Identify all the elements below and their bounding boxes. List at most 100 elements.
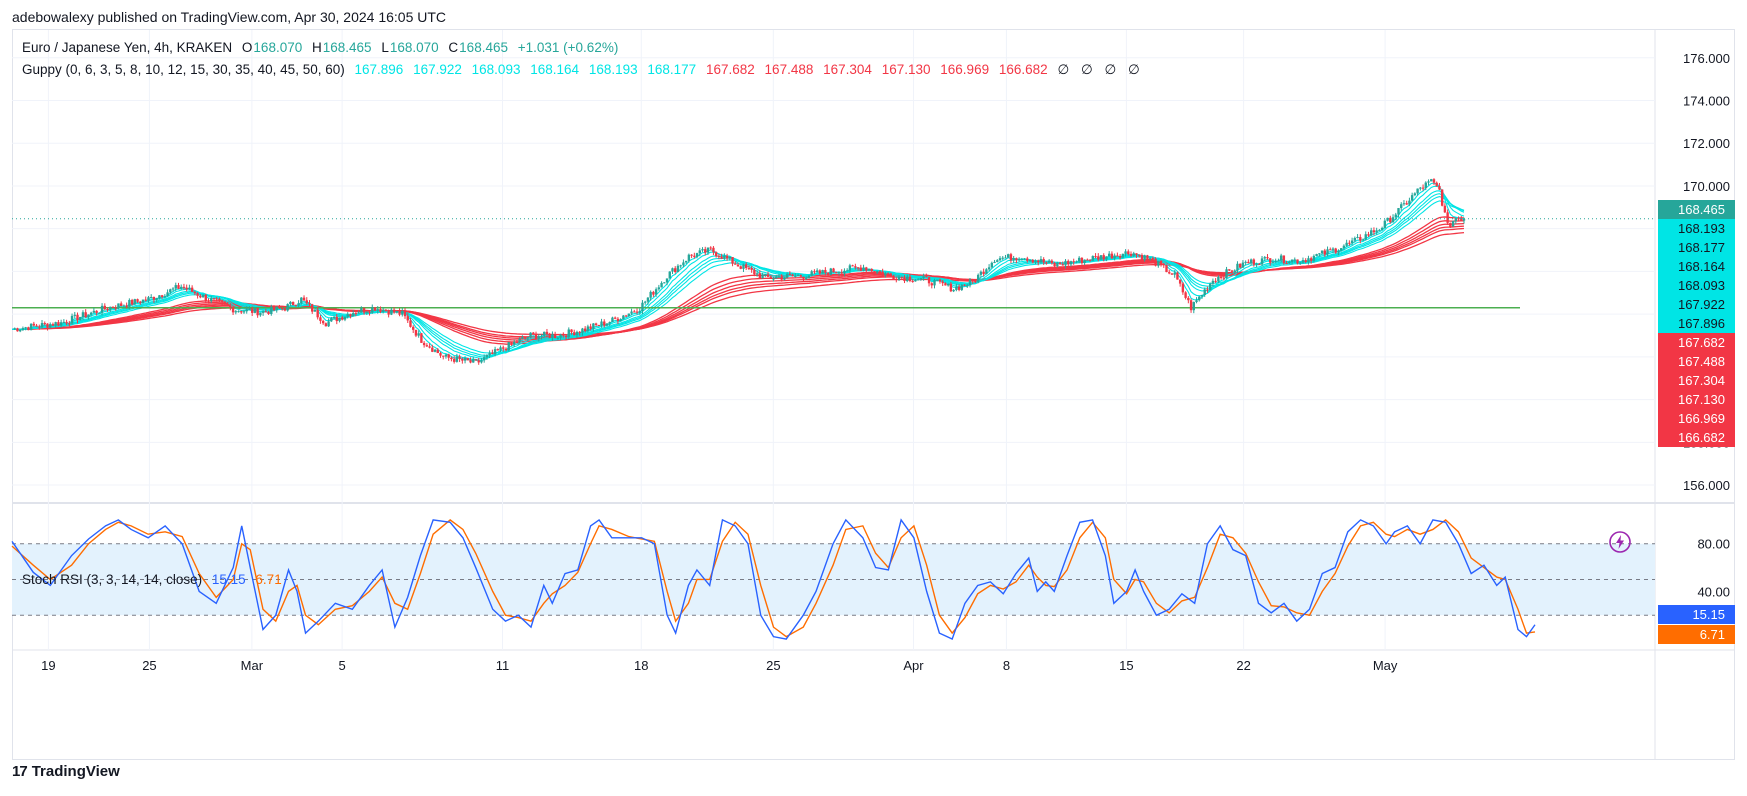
candle-body xyxy=(1263,257,1266,259)
x-tick-label: 25 xyxy=(142,658,156,673)
candle-body xyxy=(927,277,931,284)
candle-body xyxy=(1432,179,1436,183)
candle-body xyxy=(409,320,412,327)
candle-body xyxy=(1091,256,1095,261)
candle-body xyxy=(1440,189,1444,206)
stoch-title[interactable]: Stoch RSI (3, 3, 14, 14, close) xyxy=(22,572,203,587)
tradingview-brand[interactable]: 17 TradingView xyxy=(12,763,120,780)
candle-body xyxy=(188,287,191,290)
candle-body xyxy=(433,349,437,352)
candle-body xyxy=(518,338,521,343)
candle-body xyxy=(706,247,710,253)
candle-body xyxy=(1252,259,1256,265)
candle-body xyxy=(1083,259,1086,264)
candle-body xyxy=(29,323,33,331)
candle-body xyxy=(117,303,120,309)
candle-body xyxy=(1449,222,1452,227)
candle-body xyxy=(278,306,281,309)
guppy-title[interactable]: Guppy (0, 6, 3, 5, 8, 10, 12, 15, 30, 35… xyxy=(22,62,345,77)
candle-body xyxy=(13,328,16,330)
candle-body xyxy=(324,323,328,327)
candle-body xyxy=(474,359,478,361)
candle-body xyxy=(412,326,415,330)
candle-body xyxy=(548,334,551,339)
candle-body xyxy=(1127,251,1130,254)
lightning-icon[interactable] xyxy=(1608,530,1632,554)
candle-body xyxy=(695,253,699,257)
candle-body xyxy=(941,281,944,284)
price-axis-label: 168.164 xyxy=(1678,259,1725,274)
y-tick-label: 172.000 xyxy=(1683,136,1730,151)
candle-body xyxy=(111,306,115,308)
candle-body xyxy=(911,280,914,282)
candle-body xyxy=(744,264,748,268)
candle-body xyxy=(755,273,759,275)
candle-body xyxy=(1296,259,1299,264)
candle-body xyxy=(769,276,772,279)
candle-body xyxy=(267,311,270,315)
candle-body xyxy=(870,268,873,272)
candle-body xyxy=(463,358,467,361)
symbol-title[interactable]: Euro / Japanese Yen, 4h, KRAKEN xyxy=(22,40,233,55)
candle-body xyxy=(1173,272,1176,275)
candle-body xyxy=(895,279,898,281)
candle-body xyxy=(512,342,516,345)
price-axis-label-box xyxy=(1658,390,1735,409)
candle-body xyxy=(930,283,933,286)
candle-body xyxy=(1307,258,1310,263)
candle-body xyxy=(1113,255,1116,259)
candle-body xyxy=(619,319,622,322)
guppy-slow-line xyxy=(11,220,1465,343)
candle-body xyxy=(564,335,568,338)
candle-body xyxy=(592,323,595,329)
candle-body xyxy=(18,329,22,332)
candle-body xyxy=(1157,260,1160,266)
candle-body xyxy=(1064,260,1067,266)
candle-body xyxy=(807,275,811,278)
candle-body xyxy=(534,333,538,339)
candle-body xyxy=(226,303,229,306)
candle-body xyxy=(387,310,390,315)
guppy-fast-value: 168.177 xyxy=(647,62,697,77)
candle-body xyxy=(736,264,740,267)
candle-body xyxy=(1146,255,1149,260)
candle-body xyxy=(1345,242,1348,246)
candle-body xyxy=(897,276,901,281)
candle-body xyxy=(1443,205,1447,213)
candle-body xyxy=(122,305,126,307)
candle-body xyxy=(480,360,483,363)
candle-body xyxy=(622,315,625,320)
candle-body xyxy=(109,306,112,310)
candle-body xyxy=(218,298,221,301)
candle-body xyxy=(92,310,96,313)
candle-body xyxy=(1247,261,1250,264)
candle-body xyxy=(1372,230,1376,233)
candle-body xyxy=(190,287,194,292)
candle-body xyxy=(1451,221,1455,227)
candle-body xyxy=(1326,249,1329,255)
candle-body xyxy=(886,273,890,275)
candle-body xyxy=(1361,239,1365,241)
candle-body xyxy=(351,313,355,317)
candle-body xyxy=(526,337,530,339)
x-tick-label: 19 xyxy=(41,658,55,673)
candle-body xyxy=(1080,257,1084,264)
close-value: 168.465 xyxy=(459,40,508,55)
candle-body xyxy=(43,323,46,325)
candle-body xyxy=(884,273,887,276)
candle-body xyxy=(477,360,480,363)
candle-body xyxy=(543,331,546,336)
candle-body xyxy=(608,322,611,324)
candle-body xyxy=(466,358,469,361)
candle-body xyxy=(300,297,303,304)
candle-body xyxy=(854,266,857,268)
candle-body xyxy=(1323,250,1327,255)
candle-body xyxy=(1037,260,1040,263)
candle-body xyxy=(1334,248,1337,253)
candle-body xyxy=(865,267,868,271)
candle-body xyxy=(1389,217,1392,223)
candle-body xyxy=(764,274,767,276)
open-label: O xyxy=(241,40,253,55)
candle-body xyxy=(1419,187,1422,189)
